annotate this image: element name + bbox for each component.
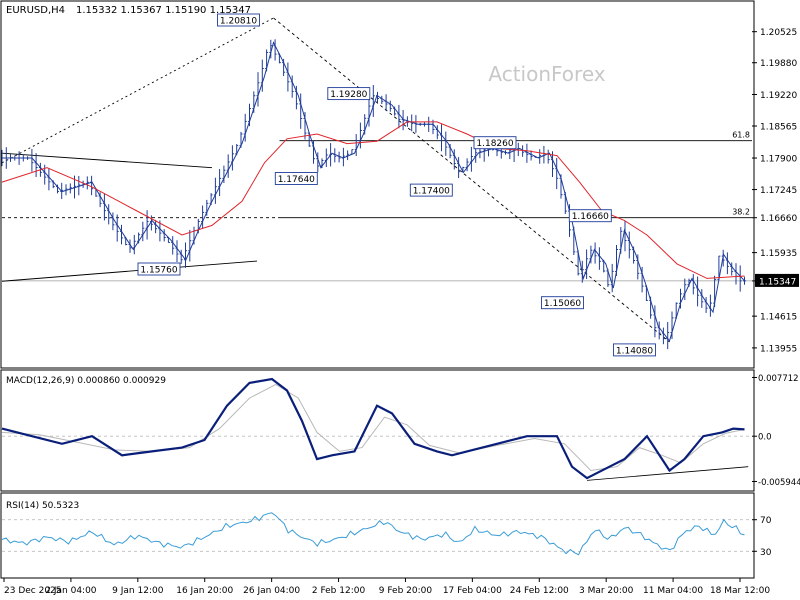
price-tick-label: 1.19220 xyxy=(760,91,797,101)
swing-label-box xyxy=(409,183,453,197)
swing-label-box xyxy=(541,296,584,310)
price-trendline xyxy=(273,17,670,343)
swing-label: 1.19280 xyxy=(330,90,367,100)
price-tick-label: 1.20525 xyxy=(760,28,797,38)
swing-label-box xyxy=(327,87,371,101)
ohlc-readout: 1.15332 1.15367 1.15190 1.15347 xyxy=(76,5,251,16)
swing-label: 1.15060 xyxy=(544,299,581,309)
time-tick-label: 23 Dec 2025 xyxy=(4,586,62,596)
rsi-grid xyxy=(2,519,752,552)
price-tick-label: 1.14615 xyxy=(760,313,797,323)
macd-tick-label: 0.0 xyxy=(758,433,772,443)
macd-trendline xyxy=(586,466,749,481)
price-tick-label: 1.19880 xyxy=(760,59,797,69)
time-tick-label: 16 Jan 20:00 xyxy=(176,586,233,596)
price-tick-label: 1.15935 xyxy=(760,249,797,259)
time-tick-label: 9 Jan 12:00 xyxy=(112,586,164,596)
time-tick-label: 2 Feb 12:00 xyxy=(312,586,366,596)
moving-average-line xyxy=(1,121,745,279)
price-trendlines xyxy=(1,17,670,343)
macd-panel-border xyxy=(0,369,755,492)
price-bars xyxy=(0,39,746,350)
rsi-line xyxy=(1,512,745,556)
time-tick-label: 9 Feb 20:00 xyxy=(379,586,433,596)
fib-level-label: 61.8 xyxy=(732,131,750,140)
price-panel-border xyxy=(0,0,755,369)
current-price-badge xyxy=(755,273,799,287)
swing-label: 1.16660 xyxy=(572,212,609,222)
time-tick-label: 17 Feb 04:00 xyxy=(443,586,502,596)
swing-label-box xyxy=(473,136,517,150)
current-price-label: 1.15347 xyxy=(759,277,796,287)
time-tick-label: 18 Mar 12:00 xyxy=(710,586,770,596)
swing-label: 1.17400 xyxy=(413,187,450,197)
swing-labels: 1.20810 1.19280 1.17640 1.17400 1.18260 1.157… xyxy=(137,13,656,357)
rsi-tick-label: 70 xyxy=(760,516,772,526)
swing-label: 1.14080 xyxy=(616,346,653,356)
swing-label-box xyxy=(217,13,260,27)
watermark-text: ActionForex xyxy=(488,62,605,86)
price-tick-label: 1.17245 xyxy=(760,186,797,196)
price-trendline xyxy=(1,17,274,164)
swing-label-box xyxy=(137,262,181,276)
swing-label: 1.18260 xyxy=(476,139,513,149)
swing-label: 1.15760 xyxy=(140,266,177,276)
swing-label-box xyxy=(274,172,318,185)
rsi-panel-border xyxy=(0,492,755,579)
price-tick-label: 1.17900 xyxy=(760,155,797,165)
time-tick-label: 24 Feb 12:00 xyxy=(510,586,569,596)
swing-label-box xyxy=(613,343,656,357)
macd-tick-label: 0.007712 xyxy=(758,374,799,384)
fib-level-label: 38.2 xyxy=(732,208,750,217)
macd-title: MACD(12,26,9) 0.000860 0.000929 xyxy=(6,376,166,386)
time-tick-label: 11 Mar 04:00 xyxy=(643,586,703,596)
symbol-label: EURUSD,H4 xyxy=(6,5,65,16)
macd-line xyxy=(1,377,745,480)
price-axis: 1.20525 1.19880 1.19220 1.18565 1.17900 1.172… xyxy=(752,28,799,354)
time-tick-label: 2 Jan 04:00 xyxy=(45,586,97,596)
swing-label-box xyxy=(568,209,612,223)
macd-tick-label: -0.005944 xyxy=(758,478,800,488)
rsi-title: RSI(14) 50.5323 xyxy=(6,501,79,511)
price-trendline xyxy=(1,260,258,282)
time-tick-label: 26 Jan 04:00 xyxy=(243,586,300,596)
swing-label: 1.20810 xyxy=(220,17,257,27)
time-tick-label: 3 Mar 20:00 xyxy=(579,586,634,596)
price-tick-label: 1.18565 xyxy=(760,123,797,133)
price-tick-label: 1.16660 xyxy=(760,214,797,224)
price-tick-label: 1.13955 xyxy=(760,344,797,354)
price-trendline xyxy=(1,152,213,169)
rsi-tick-label: 30 xyxy=(760,548,772,558)
swing-label: 1.17640 xyxy=(278,175,315,185)
